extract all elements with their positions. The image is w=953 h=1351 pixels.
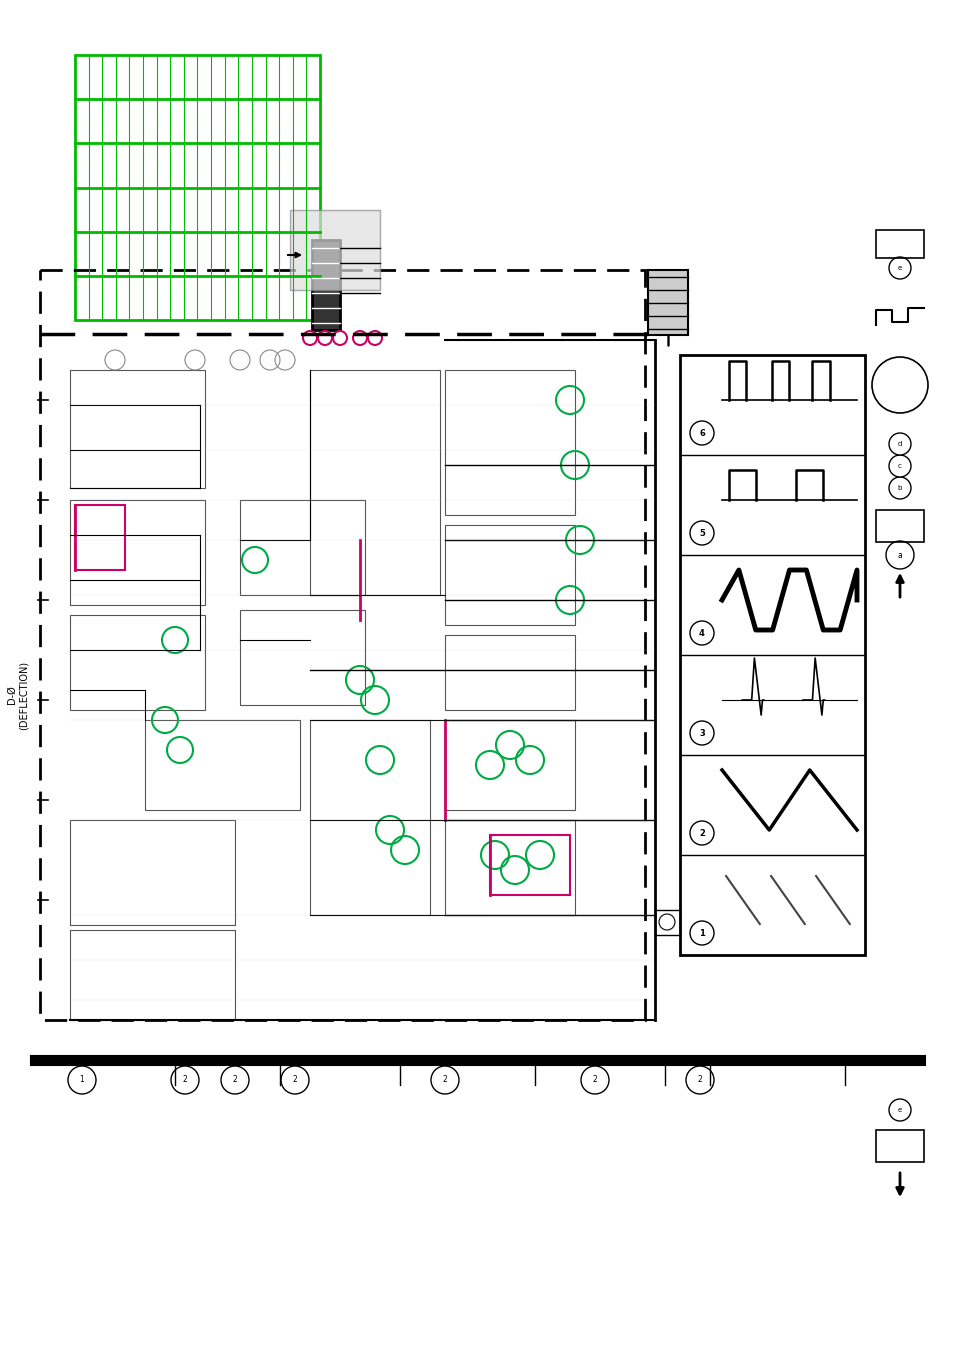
Circle shape xyxy=(689,721,713,744)
Bar xyxy=(655,911,679,935)
Bar xyxy=(40,270,644,1020)
Circle shape xyxy=(689,422,713,444)
Bar xyxy=(310,720,430,915)
Bar xyxy=(444,635,575,711)
Text: 1: 1 xyxy=(699,928,704,938)
Bar xyxy=(75,505,125,570)
Circle shape xyxy=(689,621,713,644)
Circle shape xyxy=(580,1066,608,1094)
Bar xyxy=(310,370,439,594)
Bar xyxy=(70,370,205,488)
Bar xyxy=(70,500,205,605)
Bar xyxy=(312,240,339,330)
Circle shape xyxy=(431,1066,458,1094)
Bar xyxy=(70,929,234,1020)
Bar xyxy=(444,720,575,811)
Text: D-Ø
(DEFLECTION): D-Ø (DEFLECTION) xyxy=(8,661,29,730)
Text: 2: 2 xyxy=(293,1075,297,1085)
Text: 1: 1 xyxy=(79,1075,84,1085)
Text: 3: 3 xyxy=(699,728,704,738)
Text: 2: 2 xyxy=(233,1075,237,1085)
Text: 5: 5 xyxy=(699,528,704,538)
Text: b: b xyxy=(897,485,902,490)
Bar xyxy=(490,835,569,894)
Bar xyxy=(875,230,923,258)
Bar xyxy=(679,355,864,955)
Text: 2: 2 xyxy=(699,828,704,838)
Bar xyxy=(444,526,575,626)
Circle shape xyxy=(221,1066,249,1094)
Bar xyxy=(647,270,687,335)
Circle shape xyxy=(888,1098,910,1121)
Bar xyxy=(145,720,299,811)
Text: e: e xyxy=(897,265,902,272)
Circle shape xyxy=(888,477,910,499)
Circle shape xyxy=(689,821,713,844)
Circle shape xyxy=(885,540,913,569)
Bar xyxy=(240,500,365,594)
Circle shape xyxy=(689,521,713,544)
Bar xyxy=(875,1129,923,1162)
Bar xyxy=(444,370,575,515)
Circle shape xyxy=(685,1066,713,1094)
Bar xyxy=(75,55,319,320)
Bar xyxy=(70,615,205,711)
Bar xyxy=(70,820,234,925)
Circle shape xyxy=(171,1066,199,1094)
Text: c: c xyxy=(897,463,901,469)
Bar xyxy=(875,509,923,542)
Text: 2: 2 xyxy=(697,1075,701,1085)
Text: a: a xyxy=(897,550,902,559)
Circle shape xyxy=(888,257,910,280)
Circle shape xyxy=(888,434,910,455)
Circle shape xyxy=(68,1066,96,1094)
Text: 2: 2 xyxy=(592,1075,597,1085)
Text: 2: 2 xyxy=(442,1075,447,1085)
Text: 2: 2 xyxy=(182,1075,187,1085)
Bar xyxy=(290,209,379,290)
Circle shape xyxy=(689,921,713,944)
Text: 4: 4 xyxy=(699,628,704,638)
Bar xyxy=(444,820,575,915)
Text: 6: 6 xyxy=(699,428,704,438)
Text: e: e xyxy=(897,1106,902,1113)
Text: d: d xyxy=(897,440,902,447)
Circle shape xyxy=(888,455,910,477)
Circle shape xyxy=(281,1066,309,1094)
Bar xyxy=(240,611,365,705)
